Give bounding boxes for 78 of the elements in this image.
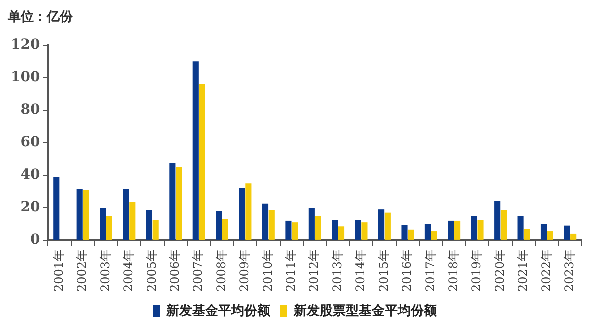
x-tick-label: 2012年	[307, 249, 322, 292]
x-tick-label: 2004年	[122, 249, 136, 292]
x-tick-label: 2003年	[98, 249, 112, 292]
bar	[268, 210, 275, 240]
bar	[123, 189, 130, 240]
bar	[315, 216, 322, 240]
bar	[130, 202, 136, 240]
bar	[378, 210, 385, 240]
x-tick-label: 2020年	[492, 249, 507, 292]
bar	[402, 225, 408, 240]
x-tick-label: 2016年	[400, 249, 414, 292]
x-tick-label: 2005年	[144, 249, 159, 292]
x-tick-label: 2023年	[562, 249, 577, 292]
legend-label: 新发股票型基金平均份额	[293, 302, 438, 319]
x-tick-label: 2009年	[238, 249, 252, 292]
bar	[308, 208, 315, 240]
x-tick-label: 2018年	[446, 249, 460, 292]
y-tick-label: 80	[20, 102, 40, 118]
bar	[239, 188, 246, 240]
x-tick-label: 2010年	[260, 249, 275, 292]
x-tick-label: 2006年	[168, 249, 182, 292]
bar	[332, 220, 338, 240]
y-axis-title: 单位：亿份	[8, 9, 74, 27]
y-tick-label: 0	[30, 232, 40, 248]
bar	[170, 163, 176, 240]
bar	[564, 226, 570, 240]
bar	[500, 210, 507, 240]
bar	[408, 230, 414, 240]
y-tick-label: 40	[20, 167, 40, 184]
bar	[547, 232, 554, 240]
bar	[246, 184, 252, 240]
x-tick-label: 2015年	[376, 249, 391, 292]
x-tick-label: 2017年	[423, 249, 438, 292]
bar	[176, 167, 182, 240]
bar	[478, 220, 484, 240]
x-tick-label: 2002年	[75, 249, 90, 292]
legend-label: 新发基金平均份额	[166, 302, 272, 319]
bar	[100, 208, 106, 240]
bar	[448, 220, 454, 240]
bar	[76, 189, 83, 240]
bar	[570, 234, 577, 240]
x-tick-label: 2021年	[516, 249, 530, 292]
y-tick-label: 60	[20, 134, 40, 151]
bar	[106, 216, 112, 240]
bar	[431, 232, 438, 240]
y-tick-label: 120	[10, 37, 40, 54]
bar	[216, 211, 222, 240]
bar	[199, 84, 206, 240]
x-tick-label: 2013年	[330, 249, 344, 292]
bar	[494, 201, 501, 240]
bar	[524, 229, 530, 240]
x-tick-label: 2007年	[191, 249, 206, 292]
bar	[222, 219, 229, 240]
x-tick-label: 2001年	[52, 249, 66, 292]
bar	[384, 212, 391, 240]
bar	[286, 220, 292, 240]
bar	[54, 177, 60, 240]
bar	[338, 226, 345, 240]
x-tick-label: 2008年	[214, 249, 228, 292]
bar	[518, 216, 524, 240]
bar	[454, 220, 461, 240]
x-tick-label: 2019年	[470, 249, 484, 292]
bar	[471, 216, 478, 240]
bar	[424, 224, 431, 240]
y-tick-label: 100	[10, 70, 40, 86]
bar	[83, 190, 90, 240]
x-tick-label: 2022年	[539, 249, 554, 292]
bar	[146, 210, 152, 240]
bar	[292, 222, 298, 240]
bar	[262, 204, 269, 240]
bar	[355, 220, 362, 240]
bar	[152, 220, 159, 240]
bar	[540, 224, 548, 240]
x-tick-label: 2014年	[354, 249, 368, 292]
x-tick-label: 2011年	[284, 249, 298, 292]
bar	[362, 222, 368, 240]
y-tick-label: 20	[20, 200, 40, 216]
bar	[192, 62, 199, 240]
